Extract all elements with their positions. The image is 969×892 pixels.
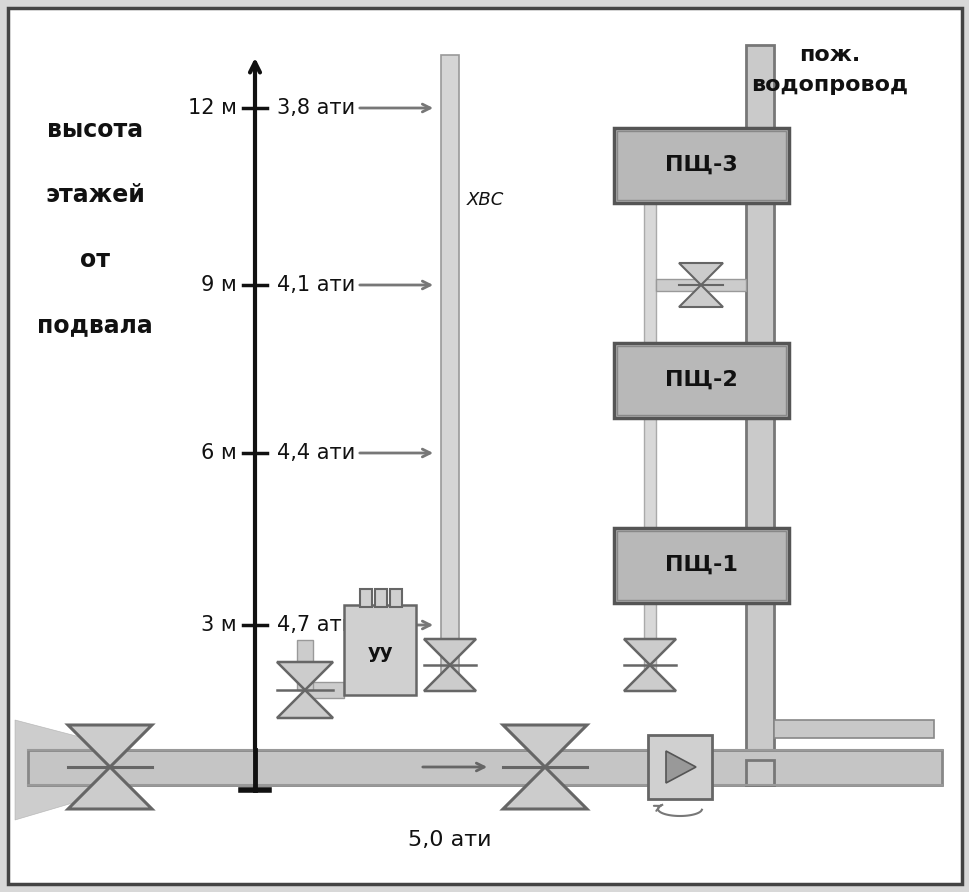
Bar [745, 760, 773, 785]
Bar [375, 589, 387, 607]
Bar [745, 45, 773, 760]
Bar [613, 128, 788, 203]
Polygon shape [277, 690, 332, 718]
Text: ПЩ-1: ПЩ-1 [665, 555, 737, 575]
Polygon shape [678, 263, 722, 285]
Bar [297, 640, 313, 690]
Text: пож.: пож. [798, 45, 860, 65]
Polygon shape [423, 639, 476, 665]
Bar [616, 531, 785, 600]
Text: уу: уу [367, 642, 392, 662]
Text: ПЩ-2: ПЩ-2 [665, 370, 737, 390]
Bar [28, 750, 941, 785]
Bar [643, 190, 655, 680]
Bar [613, 343, 788, 418]
Polygon shape [623, 665, 675, 691]
Bar [655, 279, 745, 291]
Text: 3,8 ати: 3,8 ати [277, 98, 355, 118]
Bar [344, 605, 416, 695]
Text: ХВС: ХВС [466, 191, 504, 209]
Text: этажей: этажей [45, 183, 144, 207]
Text: 6 м: 6 м [201, 443, 236, 463]
Text: от: от [79, 248, 109, 272]
Text: 5,0 ати: 5,0 ати [408, 830, 491, 850]
Text: 4,4 ати: 4,4 ати [277, 443, 355, 463]
Polygon shape [68, 725, 152, 767]
Text: 3 м: 3 м [202, 615, 236, 635]
Bar [616, 131, 785, 200]
Polygon shape [15, 720, 195, 820]
Polygon shape [68, 767, 152, 809]
Bar [647, 735, 711, 799]
Text: подвала: подвала [37, 313, 153, 337]
Text: 4,1 ати: 4,1 ати [277, 275, 355, 295]
Bar [773, 720, 933, 738]
Text: водопровод: водопровод [751, 75, 908, 95]
Text: высота: высота [47, 118, 142, 142]
Bar [616, 346, 785, 415]
Polygon shape [503, 767, 586, 809]
Text: ПЩ-3: ПЩ-3 [665, 155, 737, 175]
Polygon shape [423, 665, 476, 691]
Bar [359, 589, 372, 607]
Polygon shape [666, 751, 696, 783]
Bar [441, 55, 458, 680]
Bar [613, 528, 788, 603]
Text: 12 м: 12 м [188, 98, 236, 118]
Polygon shape [503, 725, 586, 767]
Bar [390, 589, 401, 607]
Polygon shape [623, 639, 675, 665]
Polygon shape [277, 662, 332, 690]
Polygon shape [678, 285, 722, 307]
Text: 9 м: 9 м [201, 275, 236, 295]
Text: 4,7 ати: 4,7 ати [277, 615, 355, 635]
Bar [304, 682, 344, 698]
